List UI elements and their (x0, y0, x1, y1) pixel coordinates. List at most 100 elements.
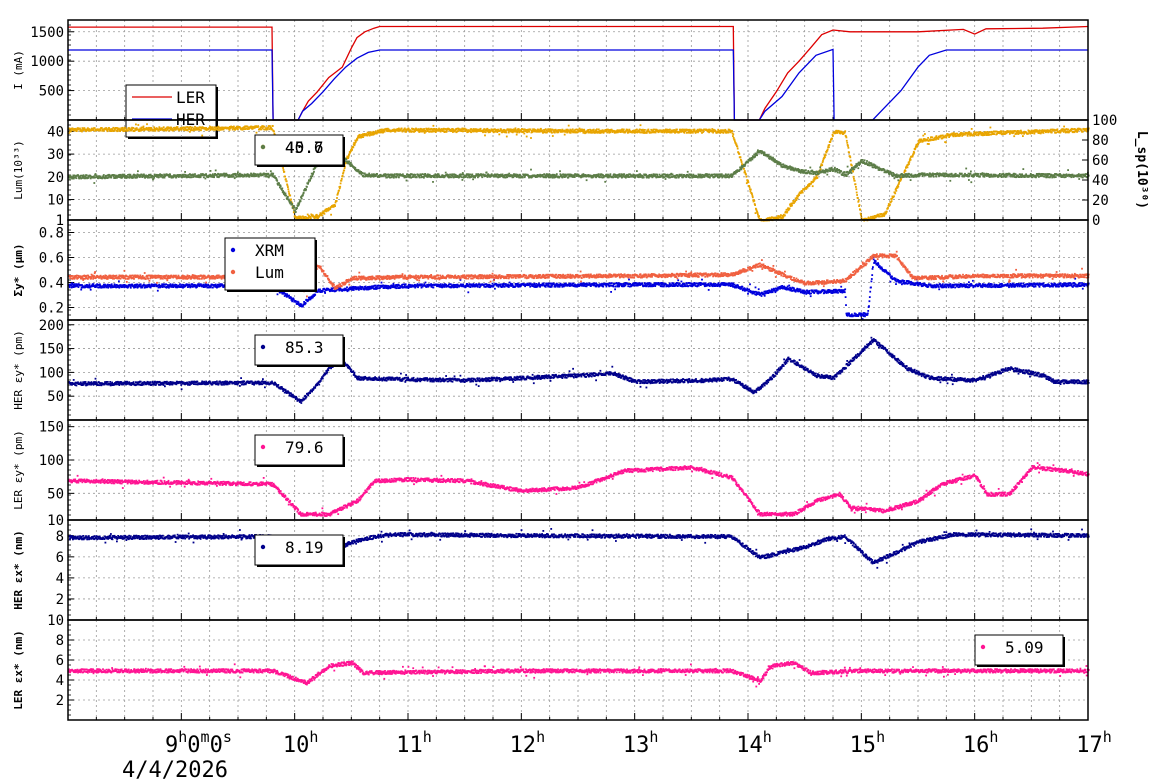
data-point (190, 176, 193, 179)
data-point (331, 205, 334, 208)
data-point (461, 176, 463, 179)
data-point (199, 176, 202, 179)
data-point (427, 129, 429, 132)
data-point (343, 167, 346, 169)
data-point (909, 179, 912, 181)
data-point (423, 132, 426, 134)
data-point (315, 215, 318, 217)
data-point (361, 172, 364, 174)
data-point (351, 149, 353, 151)
data-point (418, 176, 421, 179)
data-point (561, 128, 564, 131)
data-point (756, 211, 759, 214)
data-point (215, 128, 217, 130)
data-point (732, 133, 735, 136)
data-point (482, 129, 485, 132)
data-point (580, 130, 583, 132)
data-point (405, 130, 407, 133)
data-point (110, 176, 113, 179)
data-point (419, 129, 421, 131)
data-point (628, 176, 631, 178)
data-point (509, 130, 512, 133)
data-point (887, 207, 889, 209)
data-point (396, 129, 399, 132)
data-point (332, 204, 334, 207)
data-point (348, 160, 351, 163)
data-point (642, 176, 645, 179)
data-point (566, 131, 568, 134)
y-tick-label: 40 (47, 124, 64, 140)
data-point (725, 131, 728, 134)
data-point (652, 130, 655, 132)
data-point (411, 130, 414, 133)
data-point (376, 173, 378, 175)
data-point (848, 151, 850, 154)
data-point (552, 129, 555, 131)
data-point (417, 128, 420, 130)
data-point (836, 171, 839, 174)
data-point (380, 131, 382, 134)
data-point (522, 130, 525, 133)
data-point (669, 176, 672, 179)
data-point (135, 127, 138, 129)
data-point (344, 161, 347, 164)
data-point (852, 170, 854, 173)
y-tick-label: 10 (47, 193, 64, 209)
data-point (322, 210, 325, 213)
data-point (745, 173, 747, 176)
data-point (200, 127, 203, 130)
data-point (241, 128, 244, 131)
data-point (657, 129, 659, 132)
data-point (472, 130, 475, 133)
data-point (428, 130, 430, 133)
data-point (763, 152, 766, 155)
data-point (830, 166, 833, 169)
data-point (381, 128, 383, 131)
data-point (740, 158, 742, 161)
data-point (609, 173, 612, 176)
data-point (565, 128, 568, 131)
y-tick-label: 1 (56, 213, 64, 229)
data-point (513, 129, 516, 131)
data-point (392, 130, 394, 132)
data-point (928, 175, 931, 178)
data-point (356, 138, 359, 141)
data-point (178, 129, 181, 132)
data-point (688, 128, 691, 131)
data-point (722, 132, 725, 134)
data-point (784, 214, 786, 217)
data-point (583, 128, 586, 131)
data-point (150, 127, 153, 129)
data-point (187, 128, 189, 131)
data-point (164, 129, 166, 132)
data-point (296, 207, 298, 210)
data-point (780, 214, 782, 216)
data-point (693, 128, 696, 131)
data-point (461, 128, 463, 131)
data-point (787, 209, 790, 212)
data-point (298, 217, 301, 220)
data-point (945, 136, 948, 139)
data-point (755, 209, 758, 212)
data-point (605, 130, 608, 133)
data-point (425, 130, 427, 133)
data-point (403, 128, 405, 131)
data-point (653, 128, 656, 131)
data-point (353, 144, 356, 147)
data-point (580, 128, 582, 131)
data-point (184, 171, 186, 173)
data-point (116, 130, 119, 133)
data-point (221, 126, 224, 129)
data-point (780, 217, 783, 220)
data-point (728, 128, 731, 131)
data-point (300, 197, 303, 200)
data-point (731, 132, 734, 135)
data-point (708, 131, 710, 134)
data-point (347, 157, 350, 159)
data-point (93, 182, 96, 184)
data-point (106, 129, 109, 131)
data-point (608, 131, 611, 134)
data-point (408, 130, 411, 133)
data-point (825, 151, 828, 154)
data-point (139, 175, 142, 178)
